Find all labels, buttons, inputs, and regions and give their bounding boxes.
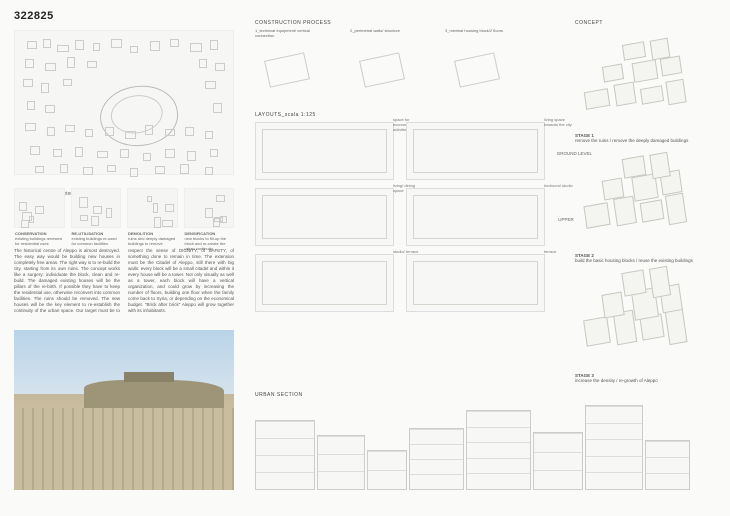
urban-block (199, 59, 207, 68)
site-map: ALEPPO _ "Extended Citadel" 0 50 100m (14, 30, 234, 175)
urban-block (180, 164, 189, 174)
strategy-thumb: DENSIFICATIONnew blocks to fill-up the b… (184, 188, 235, 228)
urban-block (210, 40, 218, 50)
urban-block (35, 166, 44, 173)
section-building (466, 410, 531, 490)
urban-block (190, 43, 202, 52)
urban-block (87, 61, 97, 68)
urban-block (130, 168, 138, 177)
floor-plan: living/ dining space (255, 188, 394, 246)
construction-step: 2_perimetral walls/ structure (350, 38, 415, 93)
urban-block (170, 39, 179, 47)
urban-block (165, 129, 175, 136)
urban-block (213, 103, 222, 113)
section-building (585, 405, 643, 490)
construction-steps: 1_technical equipment/ vertical connecti… (255, 38, 510, 93)
urban-block (45, 105, 55, 113)
urban-block (143, 153, 151, 161)
urban-block (210, 149, 218, 157)
section-building (645, 440, 690, 490)
entry-code: 322825 (14, 10, 54, 22)
urban-block (215, 63, 225, 71)
fortress (124, 372, 174, 382)
heading-layouts: LAYOUTS_scala 1:125 (255, 112, 316, 118)
urban-block (75, 40, 84, 50)
urban-block (63, 79, 72, 86)
urban-block (47, 127, 55, 136)
urban-block (93, 43, 100, 51)
urban-block (83, 167, 93, 175)
urban-block (23, 79, 33, 87)
heading-urban: URBAN SECTION (255, 392, 303, 398)
section-building (255, 420, 315, 490)
urban-block (185, 127, 194, 136)
citadel-outline (96, 81, 182, 151)
concept-stage-2: STAGE 2build the basic housing blocks / … (575, 155, 710, 263)
section-building (317, 435, 365, 490)
urban-section (255, 402, 710, 490)
urban-block (125, 131, 136, 139)
urban-block (111, 39, 122, 48)
city-buildings (14, 408, 234, 490)
heading-concept: CONCEPT (575, 20, 603, 26)
section-building (533, 432, 583, 490)
urban-block (53, 149, 62, 157)
site-photo (14, 330, 234, 490)
construction-step: 3_minimal housing block/2 floors (445, 38, 510, 93)
urban-block (145, 125, 153, 135)
floor-plan: bedroom/ studioUPPER LEVELS (406, 188, 545, 246)
urban-block (205, 131, 213, 139)
urban-block (67, 57, 75, 68)
heading-construction: CONSTRUCTION PROCESS (255, 20, 331, 26)
urban-block (27, 41, 37, 49)
urban-block (165, 149, 175, 158)
strategy-thumb: RE-UTILISATIONexisting buildings re-used… (71, 188, 122, 228)
urban-block (120, 149, 129, 158)
strategy-thumbnails: CONSERVATIONexisting buildings renewed f… (14, 188, 234, 228)
urban-block (30, 146, 40, 155)
floor-plan: living space towards the cityGROUND LEVE… (406, 122, 545, 180)
strategy-thumb: CONSERVATIONexisting buildings renewed f… (14, 188, 65, 228)
section-building (409, 428, 464, 490)
urban-block (150, 41, 160, 51)
urban-block (85, 129, 93, 137)
urban-block (130, 46, 138, 53)
concept-stage-1: STAGE 1remove the ruins / remove the dee… (575, 35, 710, 143)
urban-block (155, 166, 165, 174)
urban-block (205, 167, 213, 175)
urban-block (107, 165, 116, 172)
urban-block (41, 83, 49, 93)
urban-block (57, 45, 69, 52)
urban-block (60, 164, 68, 173)
floor-plan: studio/ terrace (255, 254, 394, 312)
urban-block (105, 127, 114, 136)
strategy-thumb: DEMOLITIONruins and deeply damaged build… (127, 188, 178, 228)
urban-block (45, 63, 56, 71)
concept-stage-3: STAGE 3increase the density / re-growth … (575, 275, 710, 383)
floor-plan: space for economical activities (255, 122, 394, 180)
floor-plan: terraceROOF (406, 254, 545, 312)
urban-block (75, 147, 83, 157)
urban-block (25, 123, 36, 131)
urban-block (187, 151, 196, 161)
construction-step: 1_technical equipment/ vertical connecti… (255, 38, 320, 93)
urban-block (205, 81, 216, 89)
citadel-hill (84, 380, 224, 408)
urban-block (27, 101, 35, 110)
project-description: The historical centre of Aleppo is almos… (14, 248, 234, 314)
section-building (367, 450, 407, 490)
urban-block (43, 39, 51, 48)
urban-block (25, 59, 34, 68)
floor-plans: space for economical activitiesliving sp… (255, 122, 545, 312)
urban-block (65, 125, 75, 132)
urban-block (97, 151, 108, 158)
citadel-inner (108, 92, 165, 137)
